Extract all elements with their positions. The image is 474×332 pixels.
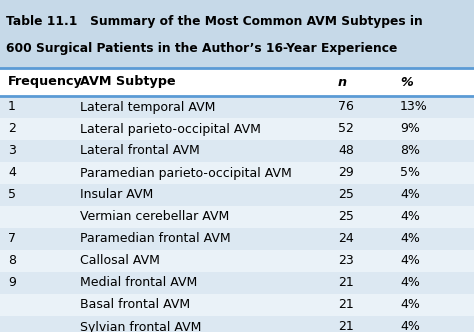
Text: AVM Subtype: AVM Subtype [80,75,176,89]
Bar [0,272,474,294]
Text: 2: 2 [8,123,16,135]
Text: 13%: 13% [400,101,428,114]
Text: 600 Surgical Patients in the Author’s 16-Year Experience: 600 Surgical Patients in the Author’s 16… [6,42,397,55]
Bar [0,140,474,162]
Text: 52: 52 [338,123,354,135]
Text: Lateral frontal AVM: Lateral frontal AVM [80,144,200,157]
Text: Callosal AVM: Callosal AVM [80,255,160,268]
Text: 21: 21 [338,277,354,290]
Text: Paramedian parieto-occipital AVM: Paramedian parieto-occipital AVM [80,167,292,180]
Bar [0,184,474,206]
Text: 24: 24 [338,232,354,245]
Text: 8%: 8% [400,144,420,157]
Text: 4%: 4% [400,255,420,268]
Text: 9%: 9% [400,123,420,135]
Text: Table 11.1   Summary of the Most Common AVM Subtypes in: Table 11.1 Summary of the Most Common AV… [6,15,423,28]
Text: 4: 4 [8,167,16,180]
Bar [0,250,474,272]
Text: 29: 29 [338,167,354,180]
Bar [0,68,474,96]
Text: Paramedian frontal AVM: Paramedian frontal AVM [80,232,231,245]
Bar [0,162,474,184]
Text: n: n [338,75,347,89]
Text: %: % [400,75,413,89]
Text: 25: 25 [338,210,354,223]
Bar [0,118,474,140]
Text: Insular AVM: Insular AVM [80,189,153,202]
Text: Vermian cerebellar AVM: Vermian cerebellar AVM [80,210,229,223]
Bar [0,294,474,316]
Text: 4%: 4% [400,232,420,245]
Bar [0,96,474,118]
Text: 3: 3 [8,144,16,157]
Text: 76: 76 [338,101,354,114]
Text: 4%: 4% [400,277,420,290]
Bar [0,0,474,68]
Bar [0,206,474,228]
Text: 9: 9 [8,277,16,290]
Text: 1: 1 [8,101,16,114]
Text: Medial frontal AVM: Medial frontal AVM [80,277,197,290]
Bar [0,228,474,250]
Text: Basal frontal AVM: Basal frontal AVM [80,298,190,311]
Text: 4%: 4% [400,189,420,202]
Text: Frequency: Frequency [8,75,83,89]
Text: 21: 21 [338,298,354,311]
Text: 5: 5 [8,189,16,202]
Text: Sylvian frontal AVM: Sylvian frontal AVM [80,320,201,332]
Text: 25: 25 [338,189,354,202]
Text: 48: 48 [338,144,354,157]
Text: 7: 7 [8,232,16,245]
Text: 21: 21 [338,320,354,332]
Text: 4%: 4% [400,298,420,311]
Bar [0,316,474,332]
Text: Lateral parieto-occipital AVM: Lateral parieto-occipital AVM [80,123,261,135]
Text: 5%: 5% [400,167,420,180]
Text: Lateral temporal AVM: Lateral temporal AVM [80,101,215,114]
Text: 4%: 4% [400,320,420,332]
Text: 4%: 4% [400,210,420,223]
Text: 23: 23 [338,255,354,268]
Text: 8: 8 [8,255,16,268]
